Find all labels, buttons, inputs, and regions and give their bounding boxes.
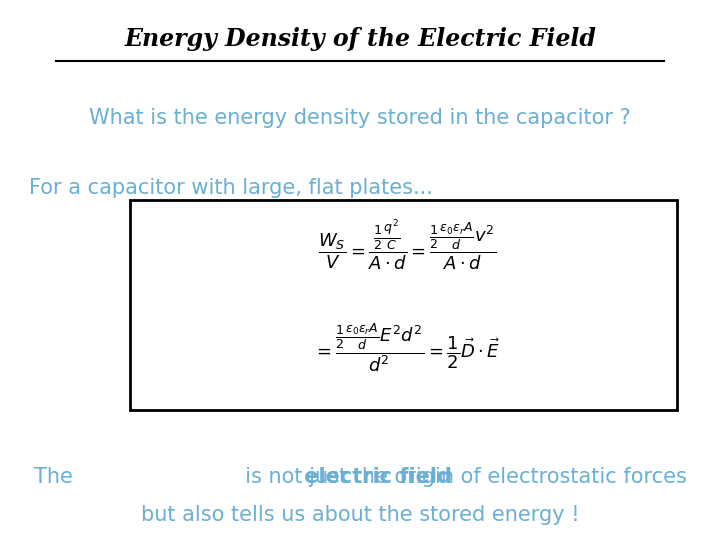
Text: For a capacitor with large, flat plates...: For a capacitor with large, flat plates.…	[29, 178, 433, 198]
Text: $\dfrac{W_S}{V} = \dfrac{\frac{1}{2}\frac{q^2}{C}}{A \cdot d} = \dfrac{\frac{1}{: $\dfrac{W_S}{V} = \dfrac{\frac{1}{2}\fra…	[318, 219, 496, 272]
Text: electric field: electric field	[268, 467, 452, 487]
Text: but also tells us about the stored energy !: but also tells us about the stored energ…	[140, 505, 580, 525]
Text: $= \dfrac{\frac{1}{2}\frac{\varepsilon_0 \varepsilon_r A}{d}E^2 d^2}{d^2} = \dfr: $= \dfrac{\frac{1}{2}\frac{\varepsilon_0…	[313, 321, 500, 374]
Text: The                          is not just the origin of electrostatic forces: The is not just the origin of electrosta…	[34, 467, 686, 487]
Text: What is the energy density stored in the capacitor ?: What is the energy density stored in the…	[89, 108, 631, 128]
FancyBboxPatch shape	[130, 200, 677, 410]
Text: Energy Density of the Electric Field: Energy Density of the Electric Field	[124, 27, 596, 51]
